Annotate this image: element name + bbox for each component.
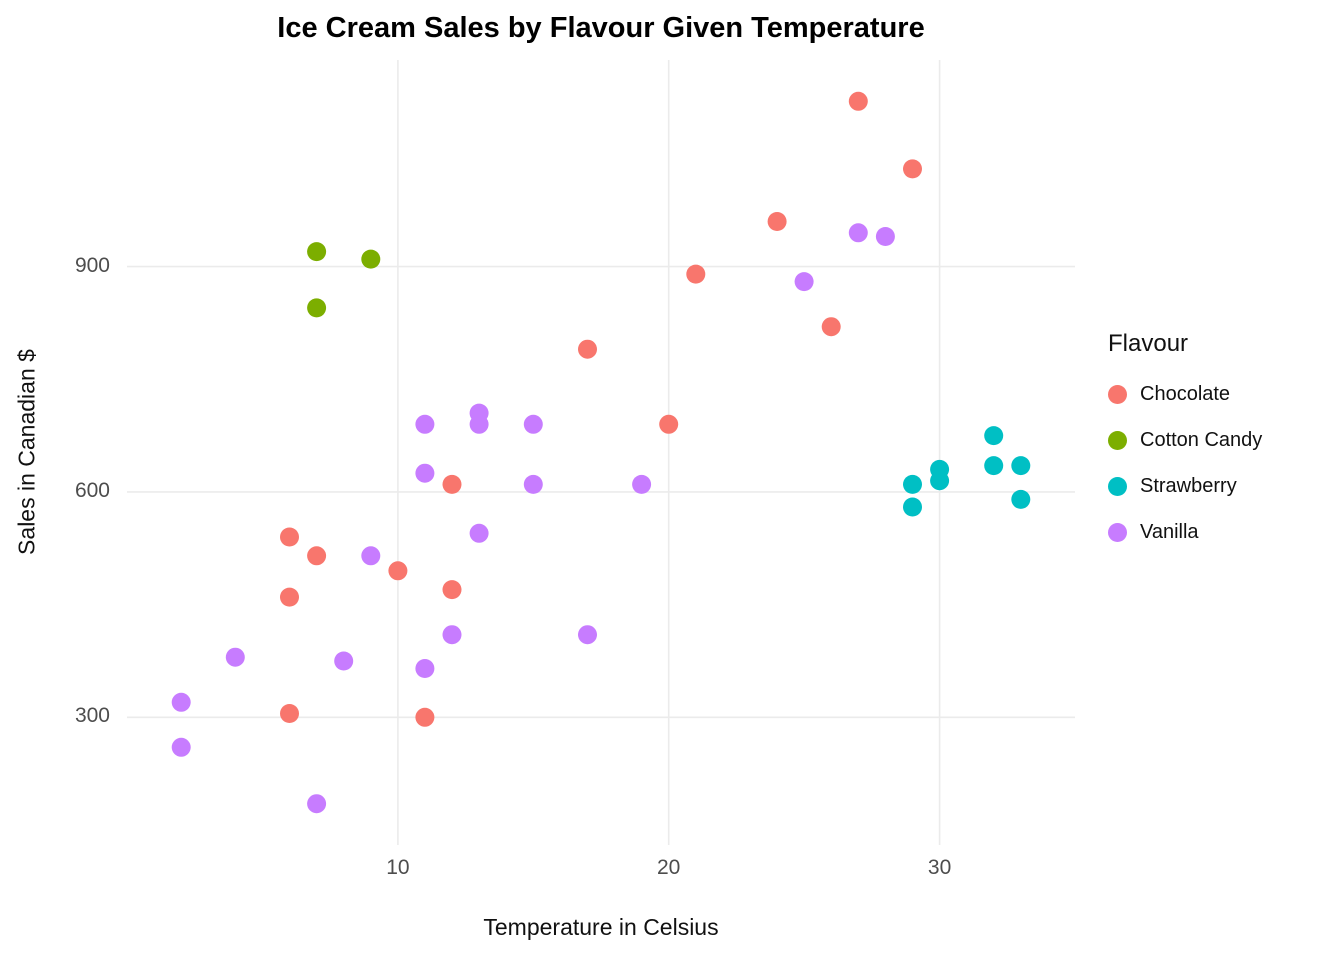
- legend-item-vanilla: Vanilla: [1108, 516, 1262, 548]
- data-point-cotton-candy: [307, 298, 327, 318]
- data-point-chocolate: [280, 704, 299, 723]
- legend-item-label: Chocolate: [1140, 382, 1231, 405]
- data-point-vanilla: [415, 414, 435, 434]
- data-point-strawberry: [1011, 456, 1031, 476]
- data-point-chocolate: [307, 546, 327, 566]
- data-point-chocolate: [442, 580, 462, 600]
- legend-title: Flavour: [1108, 330, 1189, 357]
- legend-key-icon: [1108, 384, 1127, 404]
- legend-item-label: Vanilla: [1140, 520, 1199, 543]
- legend-item-label: Strawberry: [1140, 474, 1237, 497]
- data-point-strawberry: [984, 456, 1004, 476]
- data-point-chocolate: [280, 587, 299, 607]
- data-point-chocolate: [280, 527, 299, 547]
- data-point-chocolate: [415, 707, 435, 727]
- legend: Flavour Chocolate Cotton Candy Strawberry V…: [1108, 330, 1262, 562]
- x-axis-tick-label: 20: [657, 856, 681, 879]
- legend-key-icon: [1108, 522, 1127, 542]
- data-point-chocolate: [903, 159, 922, 179]
- legend-item-strawberry: Strawberry: [1108, 470, 1262, 502]
- x-axis-tick-label: 10: [386, 856, 410, 879]
- data-point-strawberry: [1011, 489, 1031, 509]
- data-point-chocolate: [659, 414, 679, 434]
- legend-item-chocolate: Chocolate: [1108, 378, 1262, 410]
- data-point-vanilla: [523, 474, 543, 494]
- data-point-chocolate: [767, 212, 787, 231]
- data-point-cotton-candy: [307, 242, 327, 262]
- legend-item-label: Cotton Candy: [1140, 428, 1263, 451]
- data-point-vanilla: [794, 272, 814, 292]
- data-point-chocolate: [848, 91, 868, 111]
- data-point-strawberry: [903, 497, 922, 517]
- x-axis-title: Temperature in Celsius: [483, 914, 719, 940]
- y-axis-tick-label: 600: [74, 478, 110, 502]
- data-point-chocolate: [578, 339, 597, 359]
- data-point-strawberry: [903, 474, 922, 494]
- y-axis-tick-label: 300: [74, 704, 110, 728]
- legend-key-icon: [1108, 476, 1127, 496]
- data-point-vanilla: [578, 625, 597, 645]
- legend-key-icon: [1108, 430, 1127, 450]
- y-axis-tick-label: 900: [74, 253, 110, 277]
- data-point-vanilla: [632, 474, 652, 494]
- data-point-vanilla: [848, 223, 868, 243]
- data-point-chocolate: [388, 561, 408, 581]
- data-point-vanilla: [469, 523, 489, 543]
- data-point-vanilla: [469, 414, 489, 434]
- data-point-cotton-candy: [361, 249, 381, 269]
- x-axis-tick-label: 30: [927, 856, 952, 879]
- y-axis-title: Sales in Canadian $: [13, 349, 40, 555]
- data-point-vanilla: [361, 546, 381, 566]
- data-point-chocolate: [686, 264, 706, 284]
- data-point-vanilla: [415, 659, 435, 678]
- data-point-vanilla: [171, 737, 191, 757]
- data-point-vanilla: [225, 647, 245, 667]
- data-point-vanilla: [307, 794, 327, 814]
- data-point-vanilla: [442, 625, 462, 645]
- data-point-strawberry: [930, 471, 950, 491]
- data-point-vanilla: [415, 463, 435, 483]
- data-point-chocolate: [821, 317, 841, 337]
- legend-items: Chocolate Cotton Candy Strawberry Vanilla: [1108, 378, 1262, 548]
- data-point-vanilla: [523, 414, 543, 434]
- data-point-vanilla: [171, 692, 191, 712]
- data-point-vanilla: [875, 227, 895, 246]
- data-point-strawberry: [984, 426, 1004, 446]
- legend-item-cotton-candy: Cotton Candy: [1108, 424, 1262, 456]
- chart-title: Ice Cream Sales by Flavour Given Tempera…: [277, 12, 925, 44]
- data-point-vanilla: [334, 651, 354, 671]
- data-point-chocolate: [442, 474, 462, 494]
